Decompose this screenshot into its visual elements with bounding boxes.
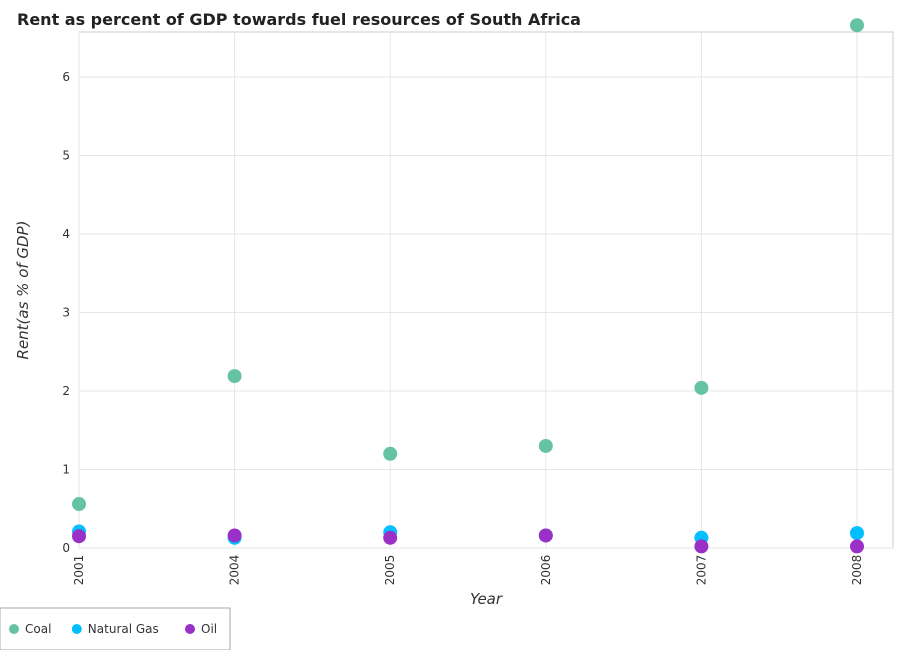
point-coal xyxy=(383,446,398,461)
data-points xyxy=(72,18,864,554)
y-axis-label: Rent(as % of GDP) xyxy=(14,221,32,360)
point-oil xyxy=(850,539,864,554)
x-axis-label: Year xyxy=(470,590,503,608)
point-coal xyxy=(538,438,553,453)
chart-title: Rent as percent of GDP towards fuel reso… xyxy=(17,10,581,29)
point-oil xyxy=(383,530,398,545)
y-tick-label: 3 xyxy=(62,306,70,320)
y-tick-label: 1 xyxy=(62,463,70,477)
legend-label: Coal xyxy=(25,622,51,636)
legend-marker xyxy=(9,624,19,634)
point-coal xyxy=(227,369,242,384)
point-oil xyxy=(227,528,242,543)
y-tick-label: 0 xyxy=(62,541,70,555)
y-tick-label: 4 xyxy=(62,227,70,241)
y-axis-ticks: 0 1 2 3 4 5 6 xyxy=(62,70,70,555)
x-tick-label: 2007 xyxy=(694,555,708,586)
y-tick-label: 2 xyxy=(62,384,70,398)
x-tick-label: 2006 xyxy=(539,555,553,586)
grid-lines xyxy=(78,32,893,549)
x-tick-label: 2005 xyxy=(383,555,397,586)
point-coal xyxy=(72,497,86,512)
point-oil xyxy=(72,529,86,544)
legend-label: Oil xyxy=(201,622,217,636)
legend-marker xyxy=(71,624,82,634)
point-coal xyxy=(850,18,864,33)
point-coal xyxy=(694,380,709,395)
x-tick-label: 2008 xyxy=(850,555,864,586)
point-natural-gas xyxy=(850,526,864,541)
legend: Coal Natural Gas Oil xyxy=(0,607,231,650)
point-oil xyxy=(538,528,553,543)
point-oil xyxy=(694,539,709,554)
y-tick-label: 5 xyxy=(62,149,70,163)
x-tick-label: 2004 xyxy=(228,555,242,586)
y-tick-label: 6 xyxy=(62,70,70,84)
x-tick-label: 2001 xyxy=(72,555,86,586)
legend-marker xyxy=(185,624,195,634)
legend-label: Natural Gas xyxy=(88,622,159,636)
x-axis-ticks: 2001 2004 2005 2006 2007 2008 xyxy=(72,555,864,586)
plot-area xyxy=(78,31,894,549)
